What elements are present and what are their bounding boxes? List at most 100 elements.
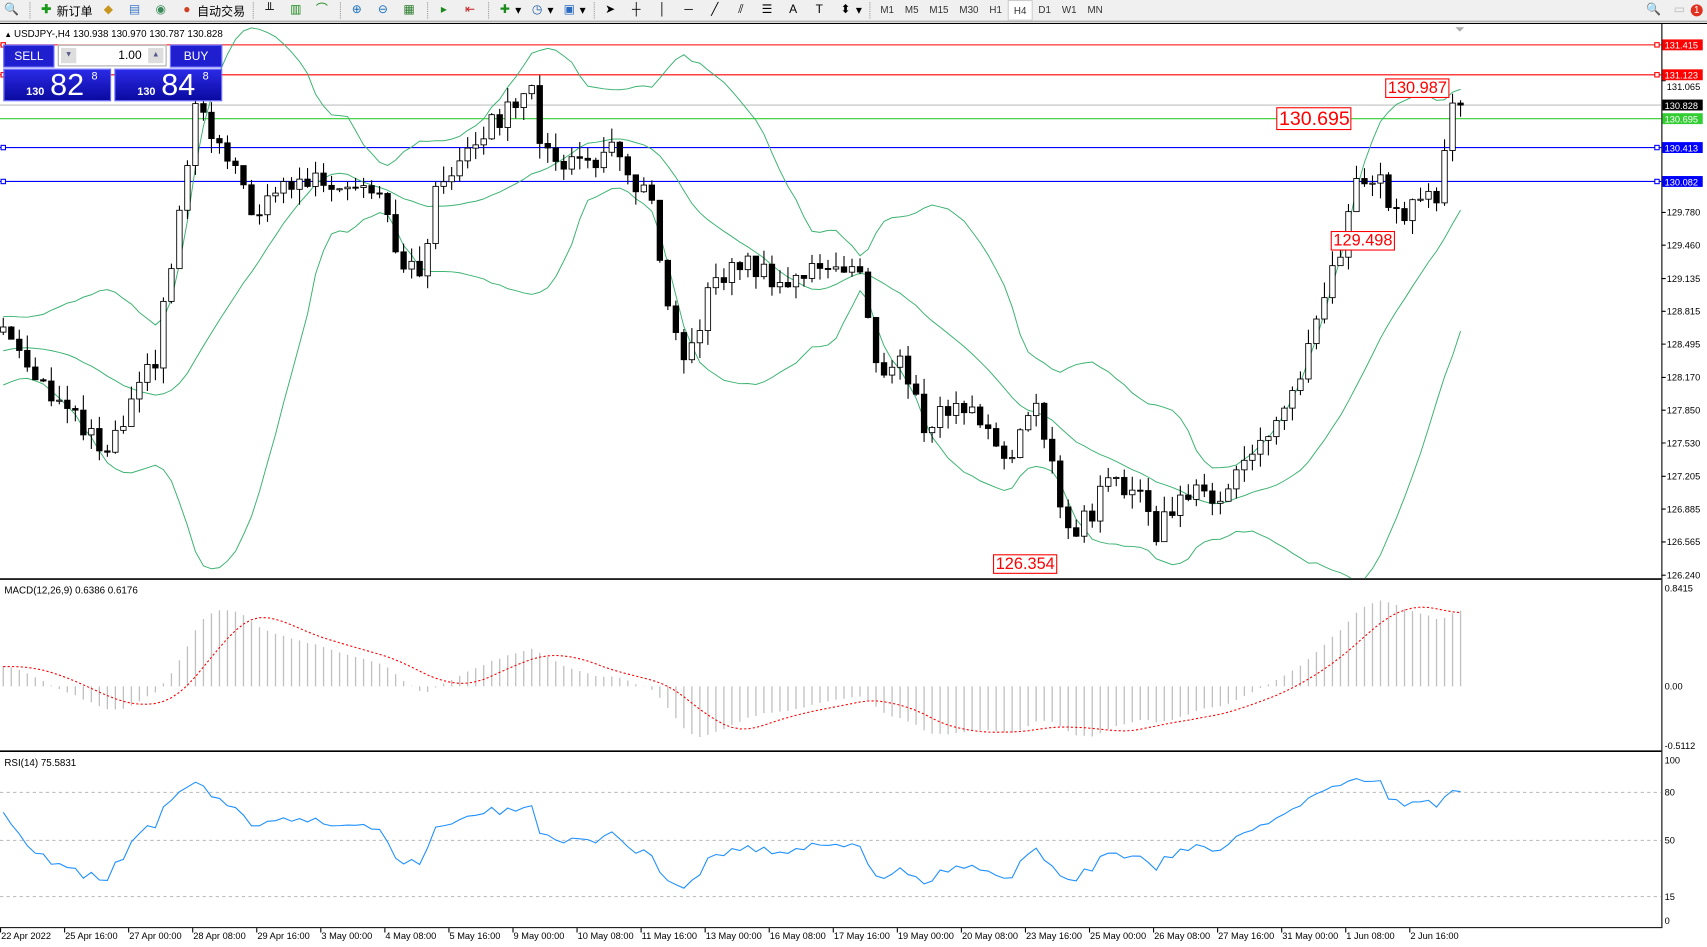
new-order-button[interactable]: ✚ 新订单 — [35, 1, 97, 20]
price-annotation-text: 130.695 — [1279, 108, 1350, 130]
candle-body — [32, 366, 39, 381]
magnifier-icon: 🔍 — [4, 3, 20, 17]
vertical-line-button[interactable]: │ — [651, 1, 677, 20]
time-axis-label: 22 Apr 2022 — [1, 931, 51, 941]
ask-price-box[interactable]: 130 84 8 — [114, 68, 223, 102]
terminal-button[interactable]: ▤ — [123, 1, 149, 20]
channel-button[interactable]: ⫽ — [729, 1, 755, 20]
price-axis-label: 129.135 — [1667, 274, 1700, 284]
candle-body — [1265, 436, 1272, 441]
signals-button[interactable]: ◉ — [149, 1, 175, 20]
line-handle[interactable] — [1654, 42, 1660, 48]
price-annotation-text: 129.498 — [1333, 232, 1392, 250]
text-label-button[interactable]: T — [808, 1, 834, 20]
price-axis-label: 129.780 — [1667, 208, 1700, 218]
crosshair-button[interactable]: ┼ — [625, 1, 651, 20]
bar-chart-icon: ╨ — [265, 3, 274, 17]
trendline-button[interactable]: ╱ — [703, 1, 729, 20]
sell-button[interactable]: SELL — [3, 44, 55, 68]
text-button[interactable]: A — [782, 1, 808, 20]
horizontal-line-icon: ─ — [684, 3, 693, 17]
auto-scroll-button[interactable]: ▸ — [432, 1, 458, 20]
chart-shift-marker-icon[interactable] — [1455, 27, 1465, 32]
periods-button[interactable]: ◷ ▾ — [531, 3, 554, 18]
timeframe-w1[interactable]: W1 — [1061, 3, 1077, 15]
candlestick-button[interactable]: ▥ — [284, 1, 310, 20]
volume-decrease-button[interactable]: ▼ — [61, 47, 77, 64]
chart-shift-button[interactable]: ⇤ — [459, 1, 485, 20]
price-level-tag — [1662, 99, 1703, 111]
market-watch-button[interactable]: ◆ — [97, 1, 123, 20]
zoom-in-button[interactable]: ⊕ — [345, 1, 371, 20]
line-handle[interactable] — [1654, 178, 1660, 185]
search-button[interactable]: 🔍 — [1642, 1, 1668, 20]
price-axis-label: 128.170 — [1667, 373, 1700, 383]
candle-body — [464, 147, 471, 162]
timeframe-mn[interactable]: MN — [1087, 3, 1103, 15]
candle-body — [1433, 190, 1440, 204]
timeframe-m30[interactable]: M30 — [959, 3, 979, 15]
ask-price-pip: 8 — [202, 70, 209, 83]
horizontal-line-button[interactable]: ─ — [677, 1, 703, 20]
line-chart-button[interactable]: ⌒ — [310, 1, 336, 20]
price-annotation-box[interactable] — [1276, 107, 1352, 131]
time-axis-label: 27 May 16:00 — [1218, 931, 1274, 941]
time-axis-label: 26 May 08:00 — [1154, 931, 1210, 941]
line-handle[interactable] — [0, 144, 6, 151]
price-level-tag — [1662, 39, 1703, 51]
bar-chart-button[interactable]: ╨ — [258, 1, 284, 20]
timeframe-h1[interactable]: H1 — [989, 3, 1002, 15]
price-level-tag — [1662, 142, 1703, 154]
buy-button[interactable]: BUY — [169, 44, 223, 68]
zoom-out-button[interactable]: ⊖ — [371, 1, 397, 20]
zoom-in-icon: ⊕ — [351, 3, 362, 17]
candle-body — [1089, 510, 1096, 522]
arrows-button[interactable]: ⬍ ▾ — [834, 1, 866, 20]
fibonacci-button[interactable]: ☰ — [756, 1, 782, 20]
candle-body — [1000, 445, 1008, 459]
bid-price-prefix: 130 — [26, 86, 45, 99]
auto-trade-button[interactable]: ● 自动交易 — [175, 1, 249, 20]
bid-price-box[interactable]: 130 82 8 — [3, 68, 112, 102]
candle-body — [232, 160, 239, 167]
cursor-button[interactable]: ➤ — [599, 1, 625, 20]
price-annotation-box[interactable] — [1330, 230, 1395, 251]
notification-badge: 1 — [1690, 4, 1703, 17]
notifications-button[interactable]: ▭ 1 — [1668, 1, 1707, 20]
candle-body — [472, 144, 479, 149]
candle-body — [920, 393, 928, 434]
ask-price-prefix: 130 — [137, 86, 156, 99]
template-icon: ▣ — [563, 3, 575, 17]
candle-body — [1417, 198, 1424, 201]
timeframe-h4[interactable]: H4 — [1007, 0, 1033, 21]
volume-input[interactable]: 1.00 — [118, 49, 142, 63]
line-handle[interactable] — [1654, 144, 1660, 151]
timeframe-d1[interactable]: D1 — [1038, 3, 1051, 15]
templates-button[interactable]: ▣ ▾ — [563, 3, 586, 18]
rsi-label: RSI(14) 75.5831 — [4, 758, 76, 769]
indicators-button[interactable]: ✚ ▾ — [493, 1, 525, 20]
zoom-tool-button[interactable]: 🔍 — [0, 1, 26, 20]
price-annotation-box[interactable] — [1385, 78, 1450, 98]
price-annotation-box[interactable] — [992, 554, 1058, 574]
candle-body — [336, 188, 343, 191]
candle-body — [1017, 429, 1024, 459]
candle-body — [904, 355, 912, 385]
candle-body — [728, 262, 736, 283]
line-handle[interactable] — [1654, 72, 1660, 78]
candle-body — [1281, 407, 1288, 421]
candle-body — [288, 181, 295, 190]
time-axis-label: 27 Apr 00:00 — [129, 931, 181, 941]
volume-increase-button[interactable]: ▲ — [148, 47, 164, 64]
candle-body — [16, 338, 23, 351]
candle-body — [416, 260, 423, 277]
candle-body — [1121, 477, 1128, 496]
timeframe-m1[interactable]: M1 — [880, 3, 895, 15]
candle-body — [848, 266, 856, 273]
tile-windows-button[interactable]: ▦ — [398, 1, 424, 20]
candle-body — [952, 402, 960, 416]
timeframe-m5[interactable]: M5 — [904, 3, 919, 15]
timeframe-m15[interactable]: M15 — [929, 3, 949, 15]
line-handle[interactable] — [0, 178, 6, 185]
